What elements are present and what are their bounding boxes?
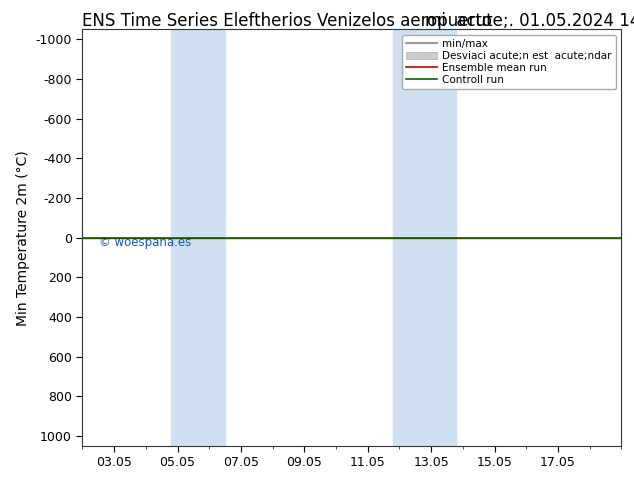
Y-axis label: Min Temperature 2m (°C): Min Temperature 2m (°C) xyxy=(16,150,30,325)
Bar xyxy=(171,29,225,446)
Text: mi  acute;. 01.05.2024 14 UTC: mi acute;. 01.05.2024 14 UTC xyxy=(425,12,634,30)
Bar xyxy=(393,29,456,446)
Legend: min/max, Desviaci acute;n est  acute;ndar, Ensemble mean run, Controll run: min/max, Desviaci acute;n est acute;ndar… xyxy=(402,35,616,89)
Text: ENS Time Series Eleftherios Venizelos aeropuerto: ENS Time Series Eleftherios Venizelos ae… xyxy=(82,12,493,30)
Text: © woespana.es: © woespana.es xyxy=(99,236,191,249)
